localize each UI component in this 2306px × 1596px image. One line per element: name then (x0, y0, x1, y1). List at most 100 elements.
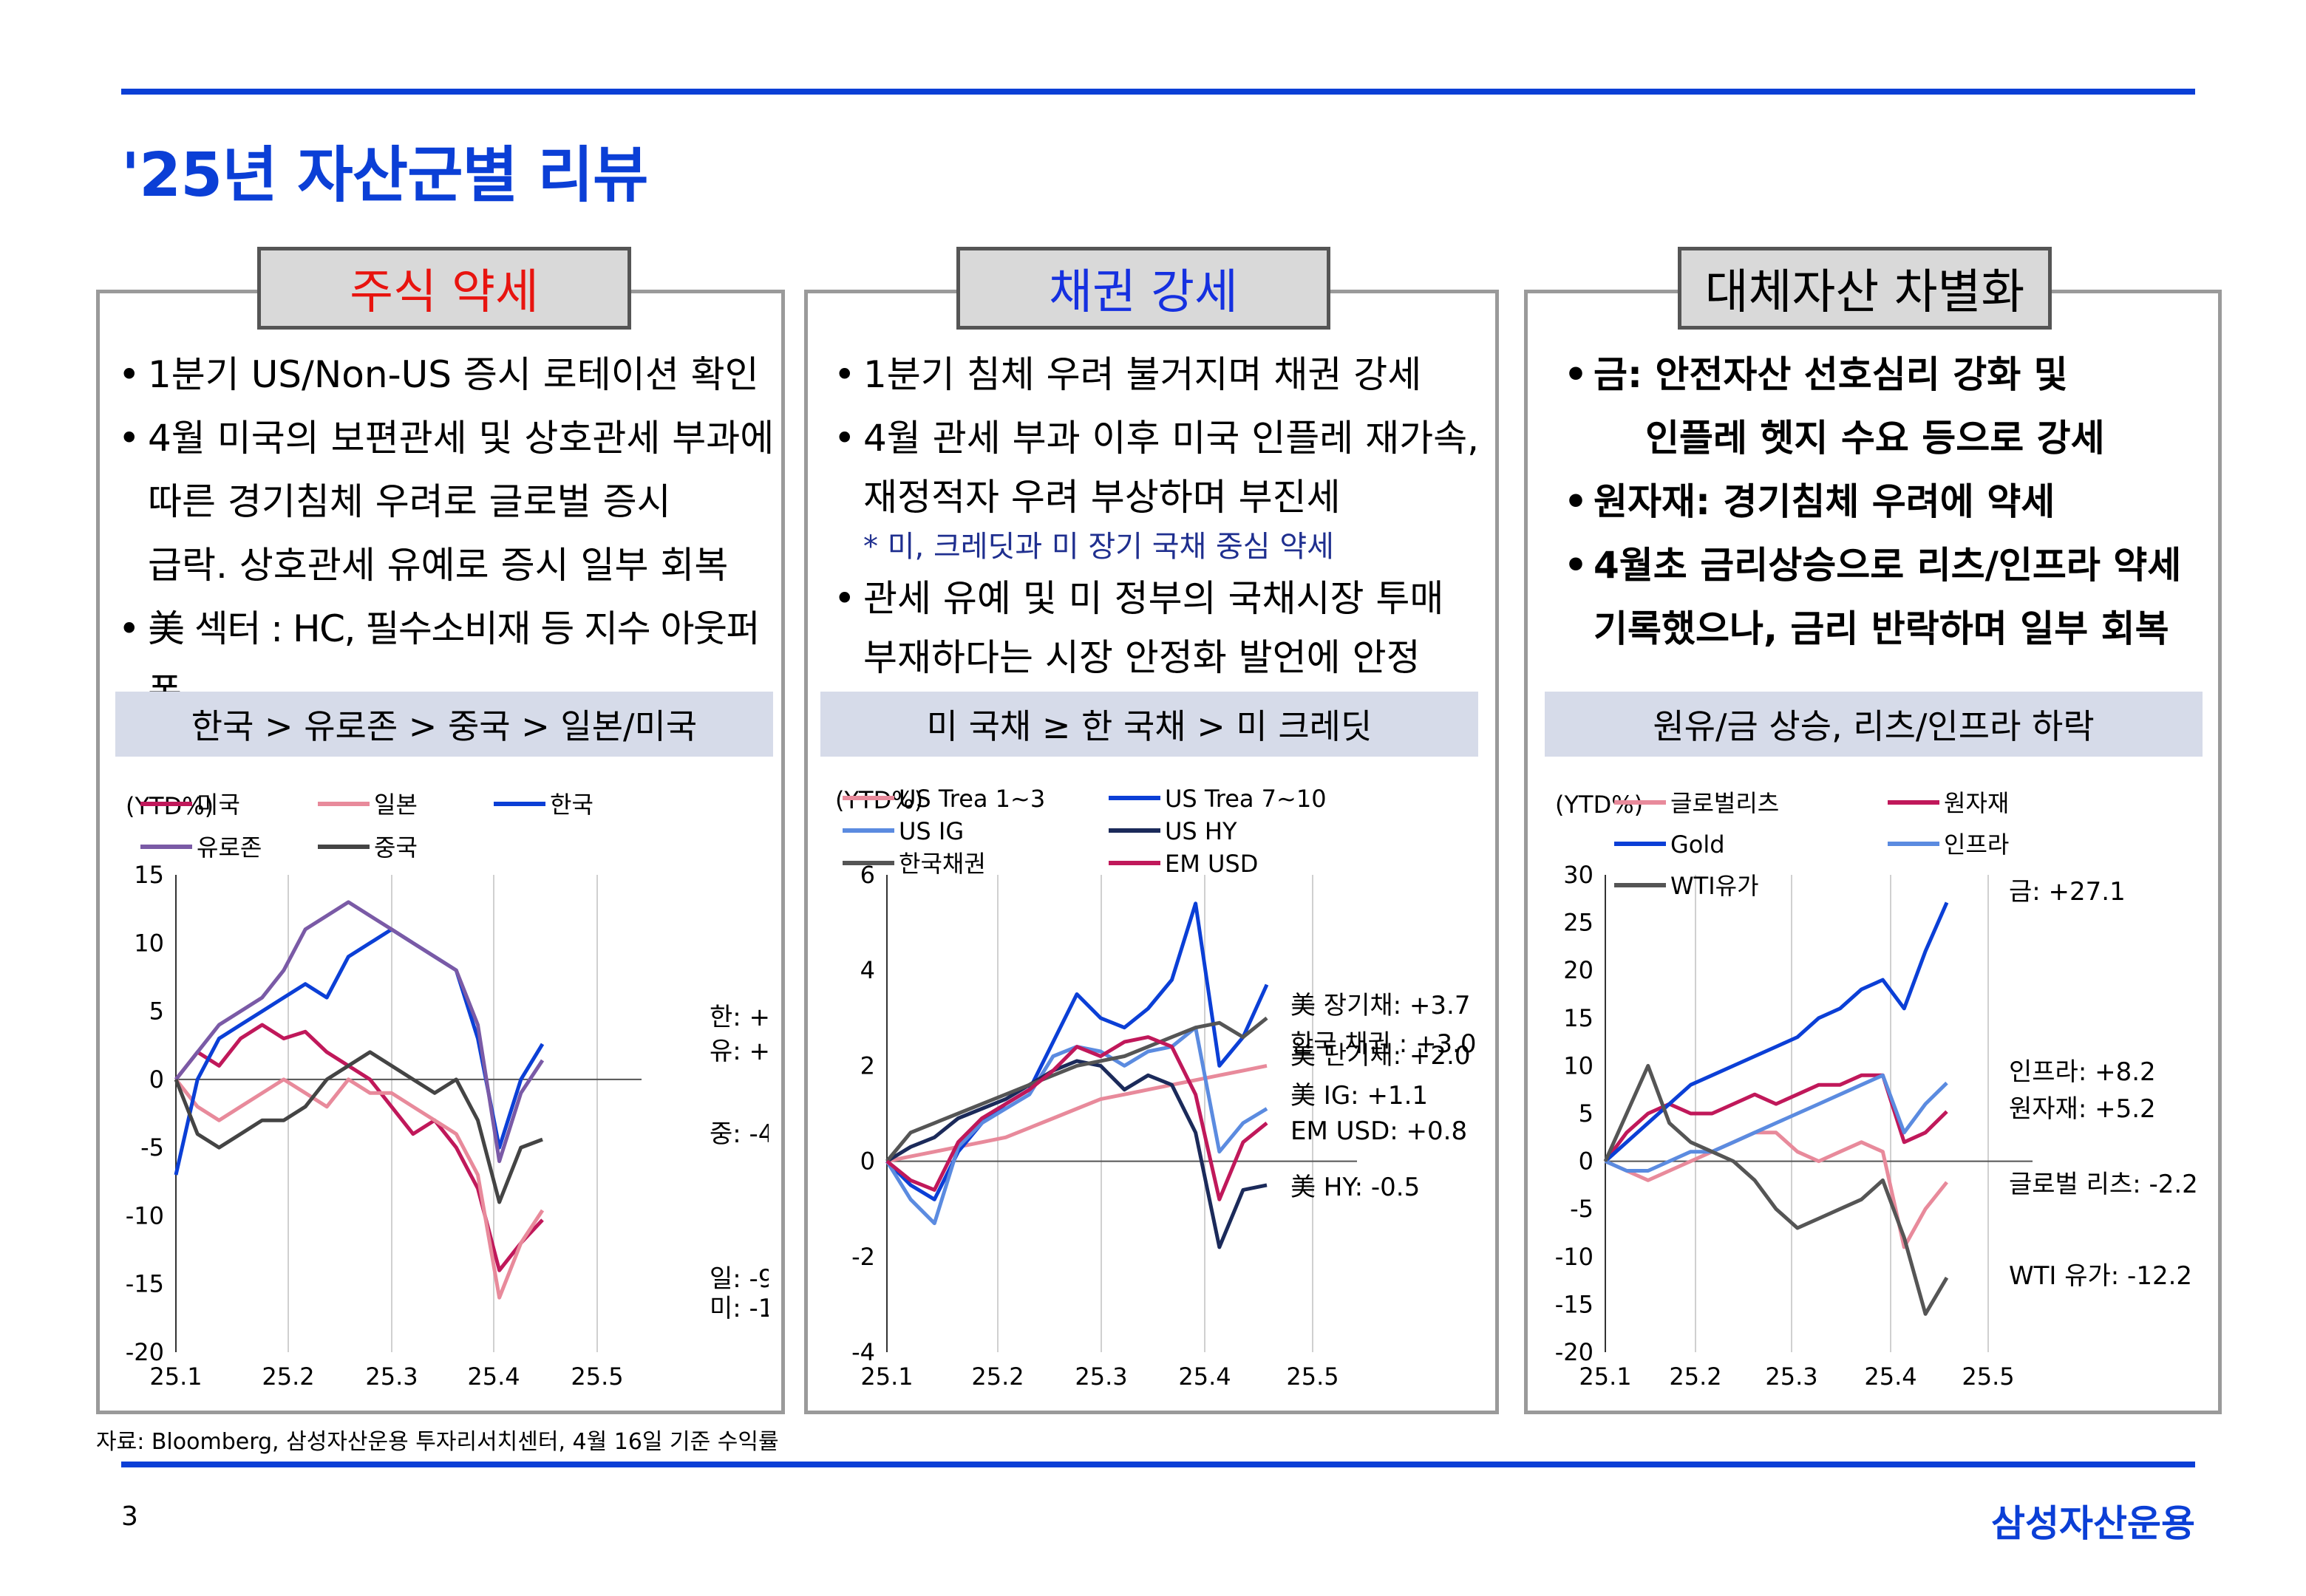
legend-label: 미국 (197, 791, 240, 819)
panel-bonds (804, 290, 1499, 1414)
end-value-label: 美 단기채: +2.0 (1290, 1041, 1470, 1071)
series-line (1604, 901, 1949, 1163)
bullet-list-alternatives: • 금: 안전자산 선호심리 강화 및 인플레 헷지 수요 등으로 강세 • 원자재… (1564, 343, 2222, 661)
bullet-continuation: 기록했으나, 금리 반락하며 일부 회복 (1594, 607, 2169, 650)
end-value-label: EM USD: +0.8 (1290, 1116, 1467, 1146)
panel-equity (96, 290, 785, 1414)
legend-label: 인프라 (1944, 831, 2009, 859)
y-tick-label: -15 (1555, 1290, 1594, 1318)
legend-label: 한국 (550, 791, 593, 819)
x-tick-label: 25.5 (1286, 1363, 1339, 1391)
x-tick-label: 25.5 (1962, 1363, 2014, 1391)
legend-label: 유로존 (197, 833, 262, 862)
legend-label: 중국 (374, 833, 418, 862)
y-tick-label: 15 (134, 861, 164, 889)
bullet-continuation: 인플레 헷지 수요 등으로 강세 (1645, 417, 2105, 460)
y-tick-label: -20 (126, 1338, 164, 1366)
series-line (174, 900, 545, 1164)
legend-label: 글로벌리츠 (1670, 789, 1779, 817)
y-tick-label: -10 (1555, 1243, 1594, 1271)
tab-bonds-strong: 채권 강세 (956, 247, 1330, 330)
panel-alternatives (1524, 290, 2222, 1414)
y-tick-label: 15 (1563, 1004, 1594, 1032)
y-tick-label: 30 (1563, 861, 1594, 889)
legend-label: US Trea 7~10 (1165, 785, 1327, 813)
end-value-label: 美 장기채: +3.7 (1290, 991, 1470, 1020)
brand-logo-text: 삼성자산운용 (1991, 1502, 2195, 1545)
series-line (1604, 1073, 1948, 1173)
chart-equity: (YTD%)151050-5-10-15-2025.125.225.325.42… (126, 791, 769, 1391)
legend-label: 원자재 (1944, 789, 2009, 817)
bullet-continuation: 따른 경기침체 우려로 글로벌 증시 (148, 480, 671, 523)
source-note: 자료: Bloomberg, 삼성자산운용 투자리서치센터, 4월 16일 기준… (96, 1429, 779, 1455)
bullet-list-bonds: • 1분기 침체 우려 불거지며 채권 강세 • 4월 관세 부과 이후 미국 인플… (834, 343, 1499, 687)
legend-label: WTI유가 (1670, 872, 1759, 900)
y-tick-label: 0 (149, 1065, 164, 1094)
bottom-rule (121, 1462, 2195, 1467)
end-value-label: 미: -10.3 (710, 1294, 769, 1323)
bullet-continuation: 부재하다는 시장 안정화 발언에 안정 (863, 636, 1421, 679)
y-tick-label: 5 (1579, 1099, 1594, 1128)
y-tick-label: 2 (860, 1051, 875, 1080)
summary-bar-alternatives: 원유/금 상승, 리츠/인프라 하락 (1545, 692, 2203, 757)
series-line (885, 1059, 1268, 1249)
bullet-list-equity: • 1분기 US/Non-US 증시 로테이션 확인 • 4월 미국의 보편관세 및… (118, 343, 783, 724)
x-tick-label: 25.1 (1579, 1363, 1631, 1391)
x-tick-label: 25.3 (1765, 1363, 1817, 1391)
y-tick-label: 5 (149, 998, 164, 1026)
legend-label: US HY (1165, 817, 1237, 845)
y-tick-label: 25 (1563, 909, 1594, 937)
x-tick-label: 25.4 (1178, 1363, 1231, 1391)
x-tick-label: 25.4 (1864, 1363, 1916, 1391)
y-tick-label: -15 (126, 1270, 164, 1298)
legend-label: Gold (1670, 831, 1725, 859)
end-value-label: 美 HY: -0.5 (1290, 1173, 1420, 1202)
x-tick-label: 25.1 (860, 1363, 913, 1391)
bullet-note: * 미, 크레딧과 미 장기 국채 중심 약세 (863, 530, 1334, 564)
bullet-item: • 4월 관세 부과 이후 미국 인플레 재가속, (834, 417, 1480, 460)
y-tick-label: -5 (140, 1133, 164, 1162)
y-tick-label: 0 (1579, 1147, 1594, 1176)
series-line (886, 1063, 1268, 1164)
series-line (174, 1077, 545, 1300)
y-tick-label: -10 (126, 1201, 164, 1230)
y-tick-label: 6 (860, 861, 875, 889)
tab-equity-weak: 주식 약세 (257, 247, 631, 330)
page-number: 3 (121, 1501, 138, 1532)
bullet-continuation: 급락. 상호관세 유예로 증시 일부 회복 (148, 544, 729, 587)
y-tick-label: 10 (1563, 1051, 1594, 1080)
bullet-item: • 금: 안전자산 선호심리 강화 및 (1564, 353, 2068, 396)
x-tick-label: 25.2 (1669, 1363, 1721, 1391)
x-tick-label: 25.2 (971, 1363, 1024, 1391)
legend-label: 한국채권 (899, 850, 986, 878)
x-tick-label: 25.5 (571, 1363, 623, 1391)
bullet-item: • 관세 유예 및 미 정부의 국채시장 투매 (834, 577, 1444, 620)
tab-label: 채권 강세 (1049, 265, 1238, 320)
bullet-item: • 원자재: 경기침체 우려에 약세 (1564, 480, 2055, 523)
end-value-label: 유: +1.4 (710, 1037, 769, 1066)
end-value-label: 중: -4.4 (710, 1119, 769, 1149)
end-value-label: 인프라: +8.2 (2009, 1057, 2156, 1087)
x-tick-label: 25.3 (365, 1363, 418, 1391)
end-value-label: 美 IG: +1.1 (1290, 1081, 1428, 1111)
y-tick-label: 20 (1563, 956, 1594, 984)
tab-label: 대체자산 차별화 (1704, 265, 2025, 320)
series-line (174, 1050, 543, 1204)
legend-label: EM USD (1165, 850, 1258, 878)
end-value-label: 일: -9.6 (710, 1264, 769, 1294)
series-line (1604, 1130, 1948, 1249)
x-tick-label: 25.2 (262, 1363, 314, 1391)
y-tick-label: 4 (860, 956, 875, 984)
end-value-label: WTI 유가: -12.2 (2009, 1261, 2192, 1291)
bullet-continuation: 재정적자 우려 부상하며 부진세 (863, 476, 1341, 519)
end-value-label: 한국 채권 : +3.0 (1290, 1029, 1477, 1059)
page-title: '25년 자산군별 리뷰 (121, 140, 648, 211)
end-value-label: 금: +27.1 (2009, 877, 2126, 907)
legend-label: 일본 (374, 791, 418, 819)
y-tick-label: -4 (851, 1338, 875, 1366)
bullet-item: • 1분기 US/Non-US 증시 로테이션 확인 (118, 353, 759, 396)
bullet-item: • 4월초 금리상승으로 리츠/인프라 약세 (1564, 544, 2182, 587)
bullet-item: • 1분기 침체 우려 불거지며 채권 강세 (834, 353, 1422, 396)
tab-alternatives-diverge: 대체자산 차별화 (1678, 247, 2052, 330)
end-value-label: 원자재: +5.2 (2009, 1094, 2156, 1124)
